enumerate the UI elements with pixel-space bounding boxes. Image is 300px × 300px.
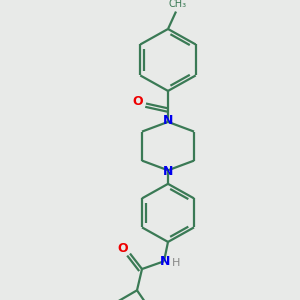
Text: O: O: [118, 242, 128, 255]
Text: N: N: [163, 114, 173, 128]
Text: O: O: [133, 95, 143, 108]
Text: CH₃: CH₃: [169, 0, 187, 9]
Text: H: H: [172, 258, 180, 268]
Text: N: N: [163, 165, 173, 178]
Text: N: N: [160, 255, 170, 268]
